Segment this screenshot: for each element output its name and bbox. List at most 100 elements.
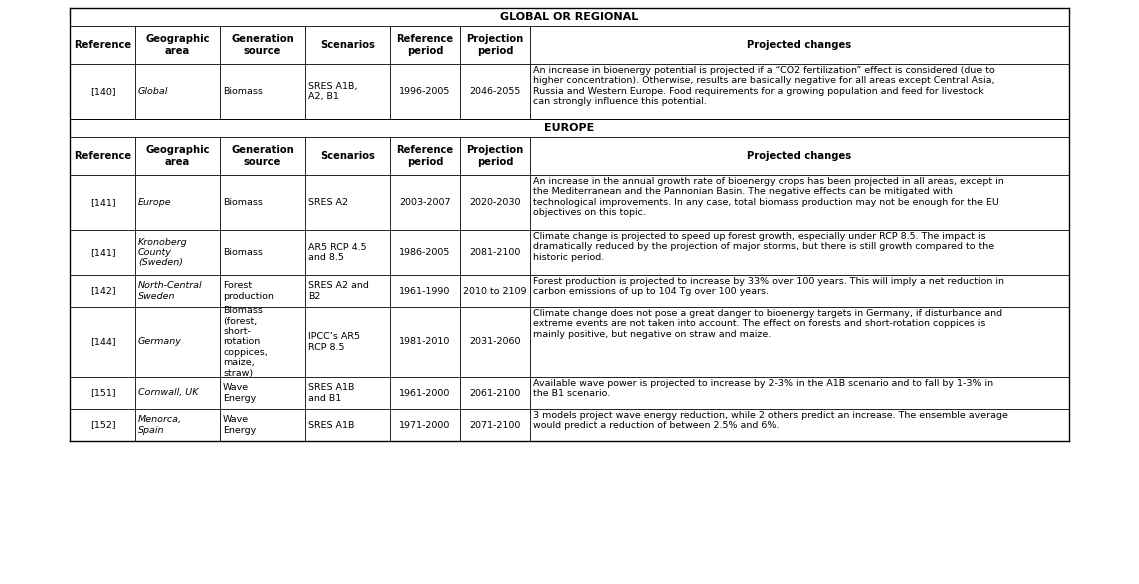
Text: Reference
period: Reference period	[396, 145, 453, 167]
Bar	[220, 377, 305, 409]
Bar	[69, 409, 136, 441]
Text: [152]: [152]	[90, 420, 115, 429]
Text: 1961-1990: 1961-1990	[400, 287, 451, 296]
Bar	[530, 377, 1070, 409]
Text: [141]: [141]	[90, 248, 115, 257]
Bar	[305, 64, 390, 119]
Bar	[69, 8, 1070, 26]
Bar	[69, 377, 136, 409]
Bar	[136, 377, 220, 409]
Text: SRES A1B,
A2, B1: SRES A1B, A2, B1	[308, 82, 358, 101]
Bar	[530, 307, 1070, 377]
Text: Reference: Reference	[74, 151, 131, 161]
Text: 3 models project wave energy reduction, while 2 others predict an increase. The : 3 models project wave energy reduction, …	[533, 411, 1008, 430]
Text: 1996-2005: 1996-2005	[400, 87, 451, 96]
Bar	[305, 230, 390, 275]
Text: SRES A1B: SRES A1B	[308, 420, 354, 429]
Text: AR5 RCP 4.5
and 8.5: AR5 RCP 4.5 and 8.5	[308, 243, 367, 262]
Bar	[69, 175, 136, 230]
Text: Reference: Reference	[74, 40, 131, 50]
Text: North-Central
Sweden: North-Central Sweden	[138, 281, 203, 301]
Text: [141]: [141]	[90, 198, 115, 207]
Bar	[460, 26, 530, 64]
Bar	[136, 230, 220, 275]
Text: Biomass: Biomass	[223, 248, 263, 257]
Bar	[390, 26, 460, 64]
Text: Europe: Europe	[138, 198, 172, 207]
Text: 2003-2007: 2003-2007	[400, 198, 451, 207]
Bar	[136, 137, 220, 175]
Text: Climate change does not pose a great danger to bioenergy targets in Germany, if : Climate change does not pose a great dan…	[533, 309, 1002, 339]
Text: IPCC’s AR5
RCP 8.5: IPCC’s AR5 RCP 8.5	[308, 332, 360, 352]
Text: Biomass: Biomass	[223, 198, 263, 207]
Text: Global: Global	[138, 87, 169, 96]
Bar	[530, 26, 1070, 64]
Text: Forest production is projected to increase by 33% over 100 years. This will impl: Forest production is projected to increa…	[533, 277, 1003, 297]
Bar	[220, 307, 305, 377]
Text: Generation
source: Generation source	[231, 145, 294, 167]
Bar	[460, 377, 530, 409]
Bar	[390, 137, 460, 175]
Bar	[69, 137, 136, 175]
Bar	[220, 26, 305, 64]
Text: Cornwall, UK: Cornwall, UK	[138, 388, 198, 398]
Text: Projected changes: Projected changes	[747, 151, 852, 161]
Text: Scenarios: Scenarios	[320, 40, 375, 50]
Bar	[305, 137, 390, 175]
Bar	[460, 64, 530, 119]
Text: [140]: [140]	[90, 87, 115, 96]
Text: Wave
Energy: Wave Energy	[223, 415, 256, 434]
Text: Germany: Germany	[138, 338, 182, 346]
Text: EUROPE: EUROPE	[544, 123, 595, 133]
Bar	[220, 64, 305, 119]
Text: Forest
production: Forest production	[223, 281, 273, 301]
Text: [142]: [142]	[90, 287, 115, 296]
Bar	[220, 230, 305, 275]
Bar	[530, 230, 1070, 275]
Text: Biomass: Biomass	[223, 87, 263, 96]
Bar	[69, 307, 136, 377]
Text: SRES A1B
and B1: SRES A1B and B1	[308, 383, 354, 403]
Bar	[460, 275, 530, 307]
Bar	[220, 275, 305, 307]
Bar	[390, 377, 460, 409]
Bar	[136, 26, 220, 64]
Bar	[530, 64, 1070, 119]
Bar	[530, 137, 1070, 175]
Bar	[69, 119, 1070, 137]
Text: Geographic
area: Geographic area	[146, 145, 210, 167]
Bar	[530, 175, 1070, 230]
Bar	[530, 275, 1070, 307]
Bar	[136, 409, 220, 441]
Bar	[220, 409, 305, 441]
Bar	[220, 137, 305, 175]
Bar	[390, 409, 460, 441]
Text: Projection
period: Projection period	[466, 145, 524, 167]
Text: 2010 to 2109: 2010 to 2109	[464, 287, 526, 296]
Bar	[69, 64, 136, 119]
Bar	[136, 275, 220, 307]
Bar	[390, 64, 460, 119]
Text: An increase in the annual growth rate of bioenergy crops has been projected in a: An increase in the annual growth rate of…	[533, 177, 1003, 217]
Text: Climate change is projected to speed up forest growth, especially under RCP 8.5.: Climate change is projected to speed up …	[533, 232, 994, 262]
Text: 1986-2005: 1986-2005	[400, 248, 451, 257]
Bar	[305, 307, 390, 377]
Text: [144]: [144]	[90, 338, 115, 346]
Bar	[460, 137, 530, 175]
Text: 2046-2055: 2046-2055	[469, 87, 521, 96]
Text: 2071-2100: 2071-2100	[469, 420, 521, 429]
Text: Menorca,
Spain: Menorca, Spain	[138, 415, 182, 434]
Text: GLOBAL OR REGIONAL: GLOBAL OR REGIONAL	[500, 12, 639, 22]
Text: [151]: [151]	[90, 388, 115, 398]
Text: Generation
source: Generation source	[231, 34, 294, 56]
Bar	[460, 409, 530, 441]
Bar	[69, 230, 136, 275]
Text: Reference
period: Reference period	[396, 34, 453, 56]
Bar	[220, 175, 305, 230]
Bar	[390, 307, 460, 377]
Bar	[460, 307, 530, 377]
Bar	[305, 175, 390, 230]
Bar	[136, 307, 220, 377]
Bar	[305, 275, 390, 307]
Text: Kronoberg
County
(Sweden): Kronoberg County (Sweden)	[138, 238, 188, 267]
